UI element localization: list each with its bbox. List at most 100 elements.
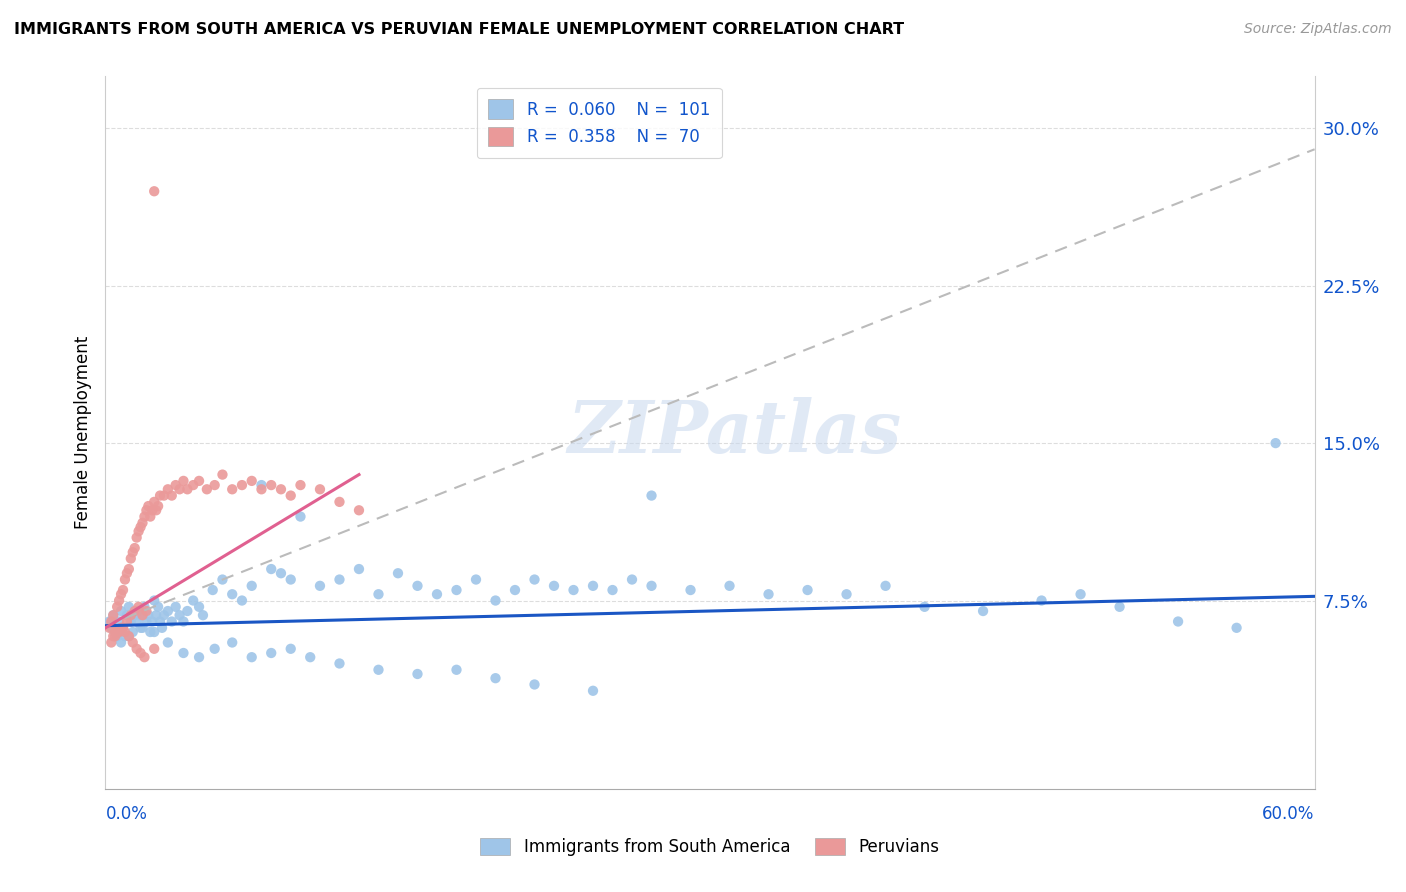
Point bbox=[128, 524, 150, 539]
Point bbox=[290, 478, 312, 492]
Point bbox=[250, 483, 273, 497]
Point bbox=[260, 562, 283, 576]
Point bbox=[125, 531, 148, 545]
Point bbox=[103, 629, 125, 643]
Text: ZIPatlas: ZIPatlas bbox=[567, 397, 901, 468]
Y-axis label: Female Unemployment: Female Unemployment bbox=[73, 336, 91, 529]
Point bbox=[211, 573, 233, 587]
Point bbox=[347, 503, 370, 517]
Point bbox=[104, 629, 127, 643]
Point bbox=[118, 599, 141, 614]
Point bbox=[543, 579, 565, 593]
Point bbox=[188, 474, 211, 488]
Point bbox=[118, 562, 141, 576]
Point bbox=[231, 478, 253, 492]
Point bbox=[367, 587, 389, 601]
Point bbox=[100, 621, 122, 635]
Point bbox=[121, 625, 143, 640]
Point bbox=[582, 579, 605, 593]
Point bbox=[131, 608, 153, 623]
Point bbox=[129, 608, 152, 623]
Point bbox=[1031, 593, 1053, 607]
Point bbox=[146, 499, 169, 513]
Point bbox=[129, 520, 152, 534]
Point bbox=[110, 621, 132, 635]
Point bbox=[240, 579, 263, 593]
Point bbox=[309, 483, 332, 497]
Point bbox=[100, 615, 122, 629]
Point bbox=[309, 579, 332, 593]
Point bbox=[135, 615, 157, 629]
Point bbox=[120, 608, 142, 623]
Point bbox=[176, 604, 198, 618]
Point bbox=[145, 608, 167, 623]
Point bbox=[172, 646, 194, 660]
Point bbox=[1264, 436, 1286, 450]
Point bbox=[118, 629, 141, 643]
Point bbox=[115, 608, 138, 623]
Point bbox=[172, 615, 194, 629]
Point bbox=[98, 615, 121, 629]
Point bbox=[138, 499, 160, 513]
Point bbox=[270, 566, 292, 581]
Point bbox=[153, 608, 176, 623]
Point bbox=[562, 582, 585, 597]
Point bbox=[131, 621, 153, 635]
Point bbox=[270, 483, 292, 497]
Point bbox=[221, 587, 243, 601]
Point bbox=[621, 573, 644, 587]
Point bbox=[758, 587, 780, 601]
Point bbox=[149, 615, 172, 629]
Point bbox=[290, 509, 312, 524]
Point bbox=[104, 625, 127, 640]
Point bbox=[367, 663, 389, 677]
Point bbox=[124, 608, 146, 623]
Point bbox=[1070, 587, 1092, 601]
Point bbox=[141, 503, 163, 517]
Point bbox=[201, 582, 224, 597]
Point bbox=[387, 566, 409, 581]
Point bbox=[191, 608, 214, 623]
Point bbox=[118, 629, 141, 643]
Point bbox=[143, 593, 166, 607]
Point bbox=[114, 625, 136, 640]
Point bbox=[299, 650, 322, 665]
Point bbox=[114, 573, 136, 587]
Point bbox=[221, 483, 243, 497]
Point bbox=[105, 625, 128, 640]
Point bbox=[240, 474, 263, 488]
Point bbox=[484, 671, 506, 685]
Point bbox=[181, 593, 204, 607]
Point bbox=[156, 604, 179, 618]
Point bbox=[796, 582, 818, 597]
Point bbox=[328, 657, 350, 671]
Point bbox=[260, 646, 283, 660]
Point bbox=[129, 646, 152, 660]
Point bbox=[121, 545, 143, 559]
Point bbox=[146, 599, 169, 614]
Point bbox=[141, 615, 163, 629]
Point bbox=[103, 608, 125, 623]
Text: 0.0%: 0.0% bbox=[105, 805, 148, 822]
Point bbox=[260, 478, 283, 492]
Point bbox=[131, 516, 153, 530]
Point bbox=[125, 615, 148, 629]
Point bbox=[143, 625, 166, 640]
Point bbox=[110, 587, 132, 601]
Point bbox=[240, 650, 263, 665]
Point bbox=[103, 608, 125, 623]
Point bbox=[143, 641, 166, 656]
Legend: R =  0.060    N =  101, R =  0.358    N =  70: R = 0.060 N = 101, R = 0.358 N = 70 bbox=[477, 87, 721, 158]
Point bbox=[328, 495, 350, 509]
Point bbox=[172, 474, 194, 488]
Point bbox=[169, 608, 191, 623]
Text: 60.0%: 60.0% bbox=[1263, 805, 1315, 822]
Point bbox=[204, 478, 226, 492]
Point bbox=[135, 604, 157, 618]
Point bbox=[280, 489, 302, 503]
Point bbox=[640, 579, 662, 593]
Point bbox=[328, 573, 350, 587]
Point bbox=[134, 599, 156, 614]
Point bbox=[582, 683, 605, 698]
Point bbox=[718, 579, 741, 593]
